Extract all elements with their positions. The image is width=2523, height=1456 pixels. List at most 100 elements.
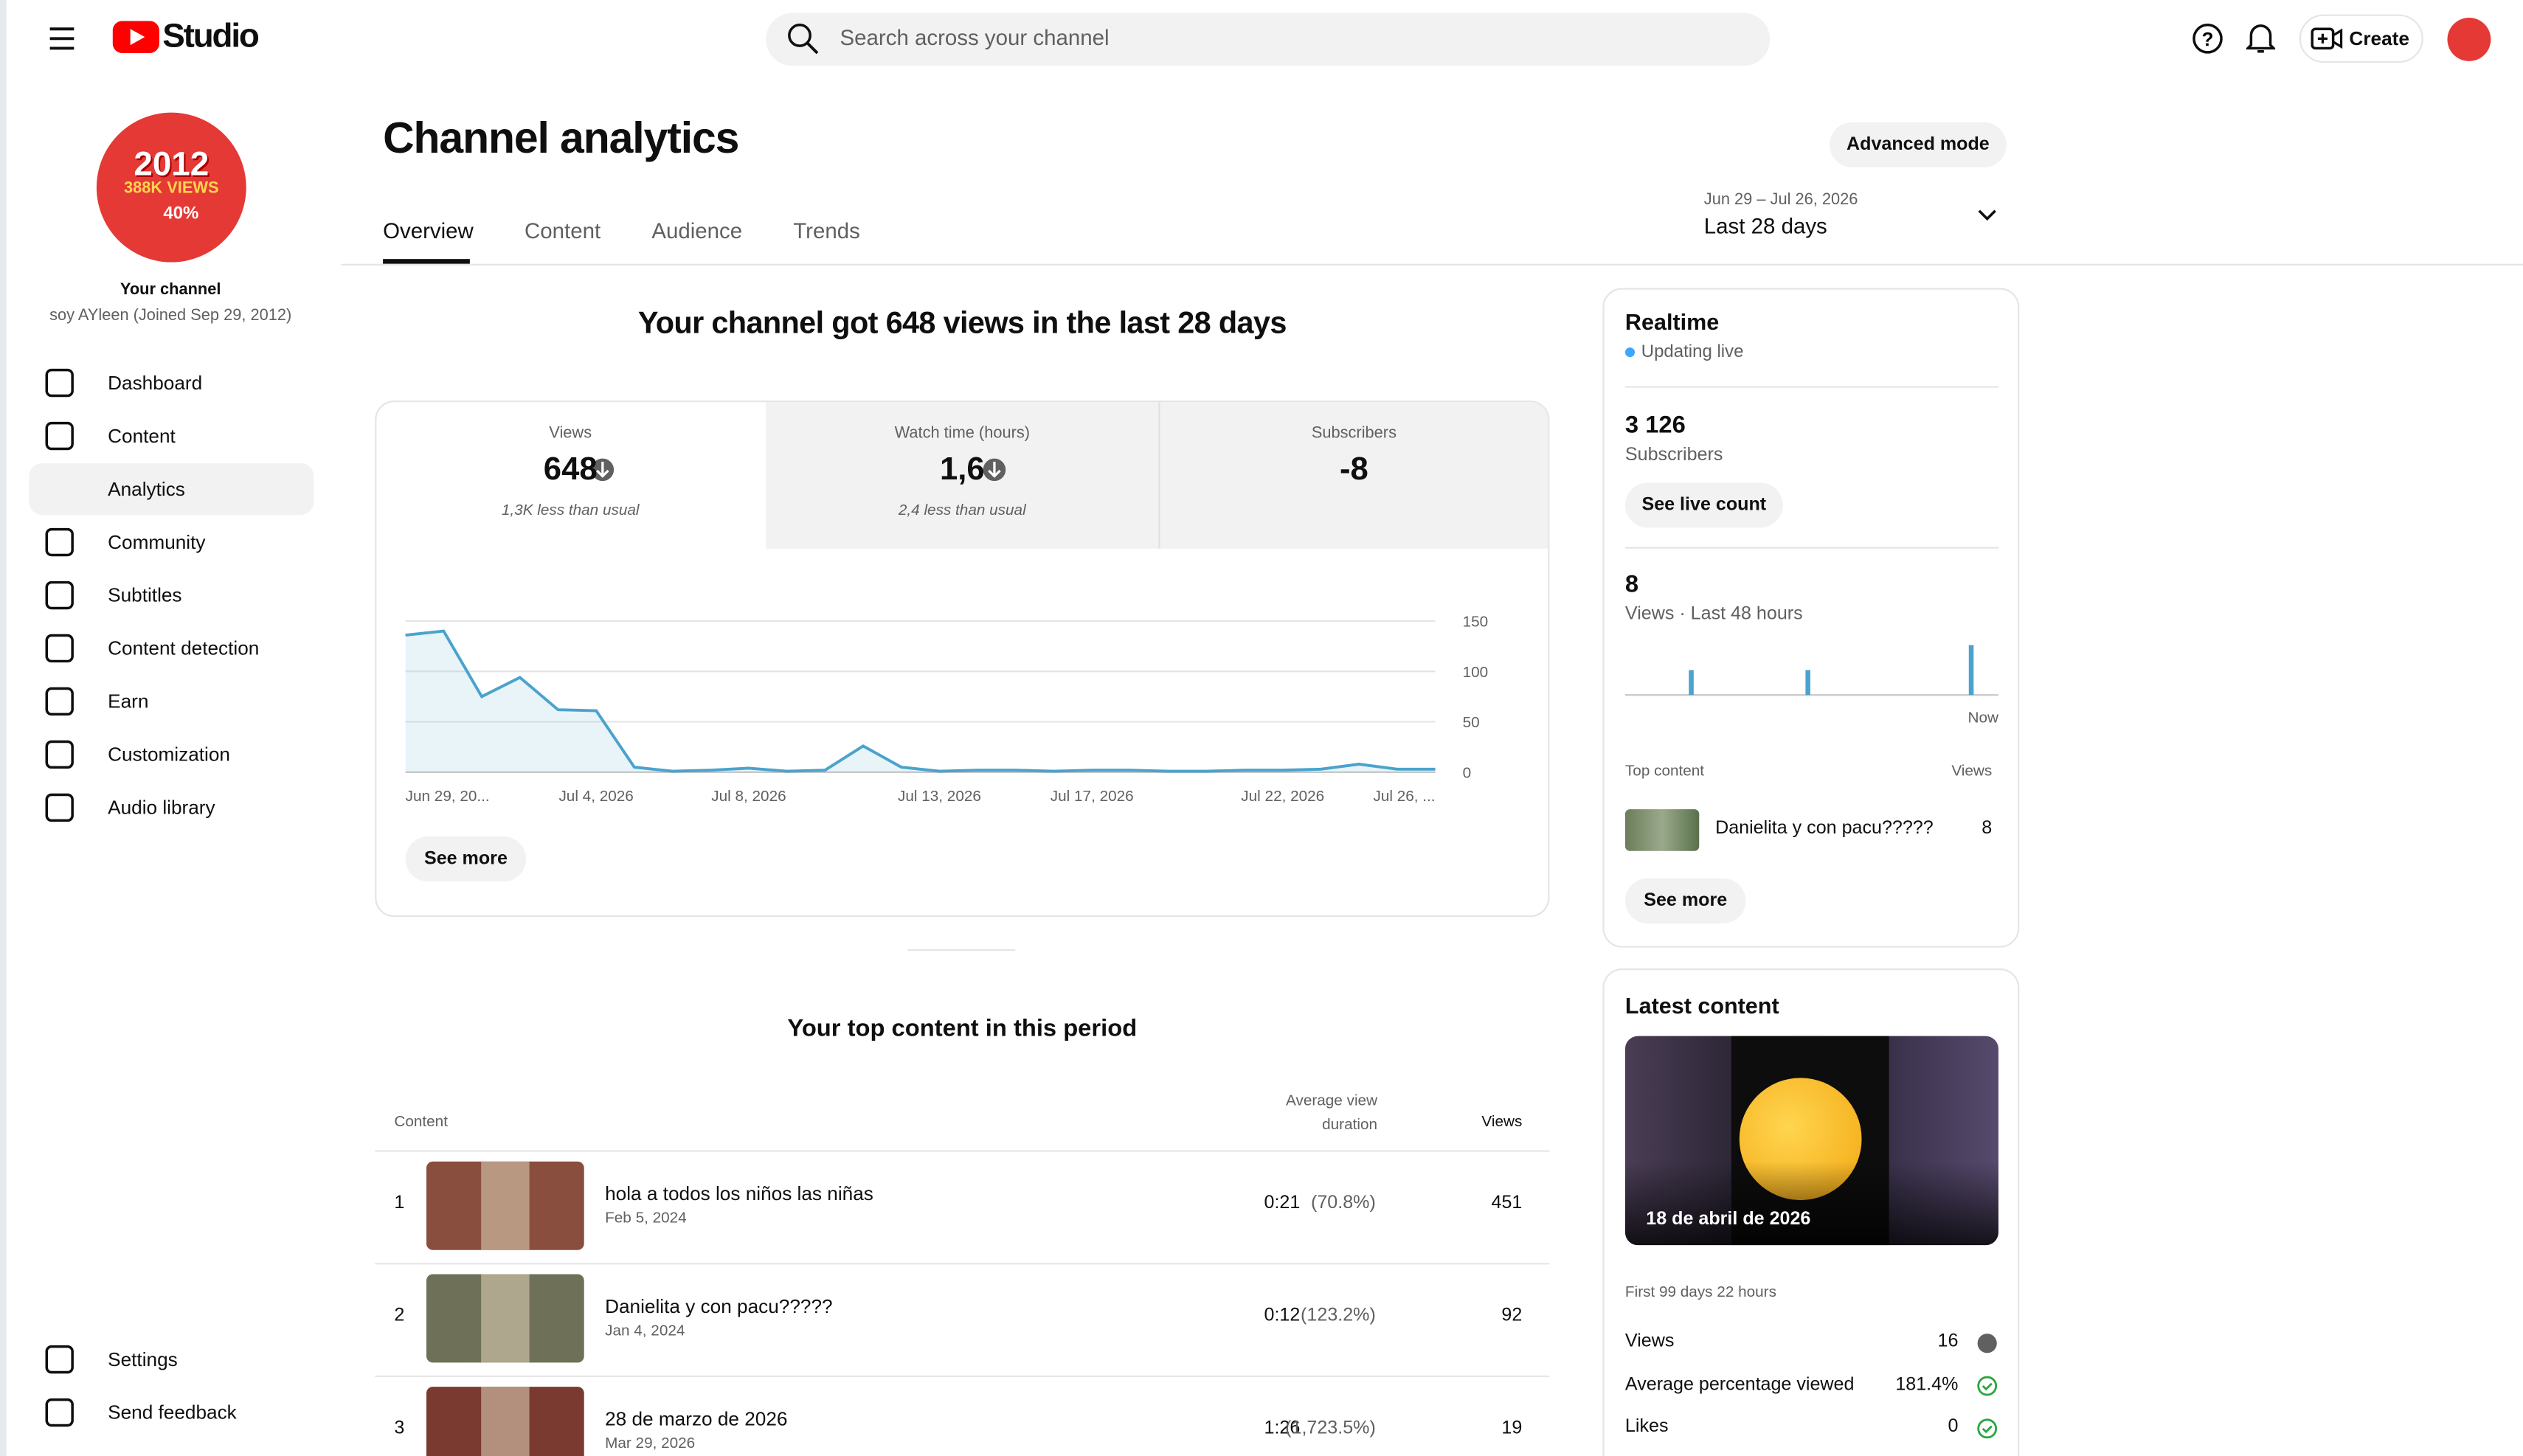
nav-icon <box>45 1398 74 1427</box>
advanced-mode-button[interactable]: Advanced mode <box>1829 122 2007 167</box>
latest-card <box>1602 968 2020 1456</box>
nav-item[interactable]: Settings <box>108 1348 178 1371</box>
live-count-button[interactable]: See live count <box>1624 482 1783 528</box>
help-icon[interactable]: ? <box>2192 23 2224 55</box>
stat-label: Average percentage viewed <box>1624 1374 1855 1394</box>
nav-item[interactable]: Dashboard <box>108 371 203 395</box>
metric-label[interactable]: Subscribers <box>1311 424 1397 443</box>
dropdown-icon[interactable] <box>1976 207 1998 223</box>
logo-icon[interactable] <box>112 21 161 55</box>
thumbnail-inner <box>481 1387 530 1456</box>
channel-name: soy AYleen (Joined Sep 29, 2012) <box>49 307 292 325</box>
video-title[interactable]: 28 de marzo de 2026 <box>605 1407 788 1431</box>
create-button[interactable] <box>2299 14 2423 63</box>
y-tick-label: 150 <box>1463 614 1489 631</box>
live-dot <box>1624 347 1636 358</box>
x-tick-label: Jul 22, 2026 <box>1241 788 1324 805</box>
card-title: Realtime <box>1624 308 1720 335</box>
line <box>405 629 1436 773</box>
realtime-card <box>1602 288 2020 948</box>
thumbnail[interactable] <box>1624 809 1700 851</box>
nav-item[interactable]: Audio library <box>108 796 215 819</box>
rank: 2 <box>394 1306 405 1326</box>
nav-item[interactable]: Content detection <box>108 637 260 660</box>
nav-item[interactable]: Community <box>108 530 206 554</box>
nav-icon <box>45 1345 74 1374</box>
thumbnail-inner <box>481 1274 530 1363</box>
bar <box>1968 645 1974 696</box>
nav-icon <box>45 421 74 451</box>
duration-percent: (123.2%) <box>1301 1306 1376 1326</box>
metric-value[interactable]: 648 <box>543 451 598 488</box>
nav-item[interactable]: Analytics <box>108 477 185 501</box>
nav-item[interactable]: Subtitles <box>108 583 182 607</box>
tab[interactable]: Trends <box>793 218 860 243</box>
metric-label[interactable]: Views <box>549 424 592 443</box>
nav-item[interactable]: Content <box>108 424 176 448</box>
see-more-button[interactable]: See more <box>1624 878 1746 923</box>
svg-text:?: ? <box>2202 28 2214 50</box>
stat-value: 181.4% <box>1895 1374 1959 1394</box>
ok-check <box>1982 1425 1993 1434</box>
nav-item[interactable]: Send feedback <box>108 1401 237 1424</box>
trend-down-arrow <box>988 461 1001 478</box>
tab[interactable]: Audience <box>651 218 743 243</box>
video-title[interactable]: Danielita y con pacu????? <box>605 1294 833 1318</box>
nav-selected[interactable] <box>29 463 314 515</box>
area <box>405 631 1436 772</box>
x-tick-label: Jul 8, 2026 <box>711 788 786 805</box>
divider <box>375 1375 1550 1378</box>
create-label[interactable]: Create <box>2349 27 2409 50</box>
video-date: Mar 29, 2026 <box>605 1435 696 1453</box>
column-header: Content <box>394 1113 448 1131</box>
date-range[interactable]: Jun 29 – Jul 26, 2026 <box>1703 191 1858 209</box>
y-tick-label: 50 <box>1463 714 1480 731</box>
divider <box>341 263 2523 266</box>
logo-text[interactable]: Studio <box>162 17 260 55</box>
x-tick-label: Jul 13, 2026 <box>898 788 981 805</box>
tab[interactable]: Content <box>525 218 601 243</box>
latest-thumbnail[interactable] <box>1624 1036 1998 1246</box>
nav-icon <box>45 634 74 663</box>
metric-value[interactable]: 1,6 <box>939 451 985 488</box>
live-status: Updating live <box>1641 342 1744 362</box>
nav-item[interactable]: Earn <box>108 690 149 713</box>
ok-icon <box>1977 1376 1998 1396</box>
divider <box>907 949 1016 951</box>
video-title[interactable]: 18 de abril de 2026 <box>1646 1210 1811 1230</box>
channel-label: Your channel <box>120 281 221 299</box>
ok-check <box>1982 1382 1993 1391</box>
avatar-text: 40% <box>163 204 199 224</box>
search-box[interactable] <box>766 13 1771 66</box>
y-tick-label: 0 <box>1463 765 1472 782</box>
channel-avatar[interactable] <box>96 112 246 263</box>
trend-down-icon <box>1977 1334 1997 1353</box>
nav-item[interactable]: Customization <box>108 743 230 766</box>
x-tick-label: Jul 4, 2026 <box>558 788 633 805</box>
duration: 0:12 <box>1264 1306 1301 1326</box>
nav-icon <box>45 740 74 769</box>
see-more-button[interactable]: See more <box>405 836 527 882</box>
period[interactable]: Last 28 days <box>1703 214 1827 238</box>
video-title[interactable]: Danielita y con pacu????? <box>1715 819 1934 839</box>
ok-icon <box>1977 1418 1998 1439</box>
metric-label[interactable]: Watch time (hours) <box>894 424 1031 443</box>
notifications-icon[interactable] <box>2246 21 2276 55</box>
metric-value[interactable]: -8 <box>1339 451 1368 488</box>
views: 92 <box>1501 1306 1523 1326</box>
column-header: Views <box>1951 762 1993 780</box>
video-title[interactable]: hola a todos los niños las niñas <box>605 1182 873 1205</box>
menu-icon[interactable] <box>48 26 77 52</box>
nav-icon <box>45 687 74 716</box>
divider <box>375 1263 1550 1265</box>
views: 451 <box>1491 1193 1523 1213</box>
duration: 0:21 <box>1264 1193 1301 1213</box>
card-title: Latest content <box>1624 992 1779 1019</box>
summary-card <box>375 401 1550 918</box>
views-label: Views · Last 48 hours <box>1624 605 1803 625</box>
account-avatar[interactable] <box>2447 17 2491 61</box>
divider <box>1158 402 1160 549</box>
tab[interactable]: Overview <box>383 218 474 243</box>
column-header: Top content <box>1624 762 1705 780</box>
